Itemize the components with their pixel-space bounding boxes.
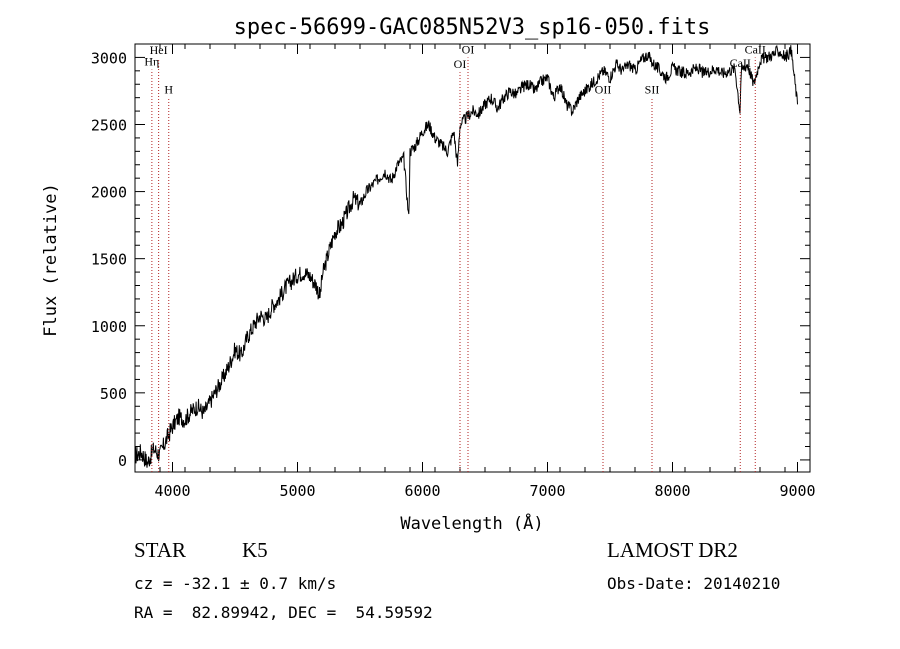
coordinates-line: RA = 82.89942, DEC = 54.59592 bbox=[134, 603, 433, 622]
spectral-line-label: OI bbox=[462, 42, 475, 56]
x-tick-label: 5000 bbox=[279, 482, 315, 500]
y-tick-label: 0 bbox=[118, 452, 127, 470]
plot-area: 4000 5000 6000 7000 8000 9000 0 500 1000 1500 2000… bbox=[91, 42, 816, 500]
x-tick-label: 6000 bbox=[404, 482, 440, 500]
y-tick-label: 2500 bbox=[91, 117, 127, 135]
redshift-line: cz = -32.1 ± 0.7 km/s bbox=[134, 574, 337, 593]
x-tick-label: 7000 bbox=[529, 482, 565, 500]
y-tick-label: 3000 bbox=[91, 49, 127, 67]
observation-date: Obs-Date: 20140210 bbox=[607, 574, 781, 593]
spectral-line-label: H bbox=[164, 83, 173, 97]
spectral-line-label: SII bbox=[645, 83, 660, 97]
spectral-line-label: CaII bbox=[745, 42, 766, 56]
spectral-line-label: OII bbox=[595, 83, 612, 97]
x-tick-label: 9000 bbox=[779, 482, 815, 500]
chart-title: spec-56699-GAC085N52V3_sp16-050.fits bbox=[234, 15, 711, 40]
y-tick-label: 1000 bbox=[91, 318, 127, 336]
y-tick-label: 2000 bbox=[91, 184, 127, 202]
y-tick-label: 500 bbox=[100, 385, 127, 403]
object-subclass: K5 bbox=[242, 538, 268, 562]
spectral-line-label: OI bbox=[454, 57, 467, 71]
y-axis-label: Flux (relative) bbox=[41, 183, 61, 337]
y-tick-label: 1500 bbox=[91, 251, 127, 269]
spectral-line-label: HeI bbox=[150, 43, 168, 57]
spectral-line-label: Hη bbox=[144, 54, 159, 68]
object-class: STAR bbox=[134, 538, 186, 562]
x-tick-label: 8000 bbox=[654, 482, 690, 500]
plot-frame bbox=[134, 43, 811, 473]
survey-name: LAMOST DR2 bbox=[607, 538, 738, 562]
x-tick-label: 4000 bbox=[154, 482, 190, 500]
spectrum-line bbox=[134, 44, 798, 468]
spectral-line-label: CaII bbox=[730, 56, 751, 70]
x-axis-label: Wavelength (Å) bbox=[400, 512, 543, 534]
